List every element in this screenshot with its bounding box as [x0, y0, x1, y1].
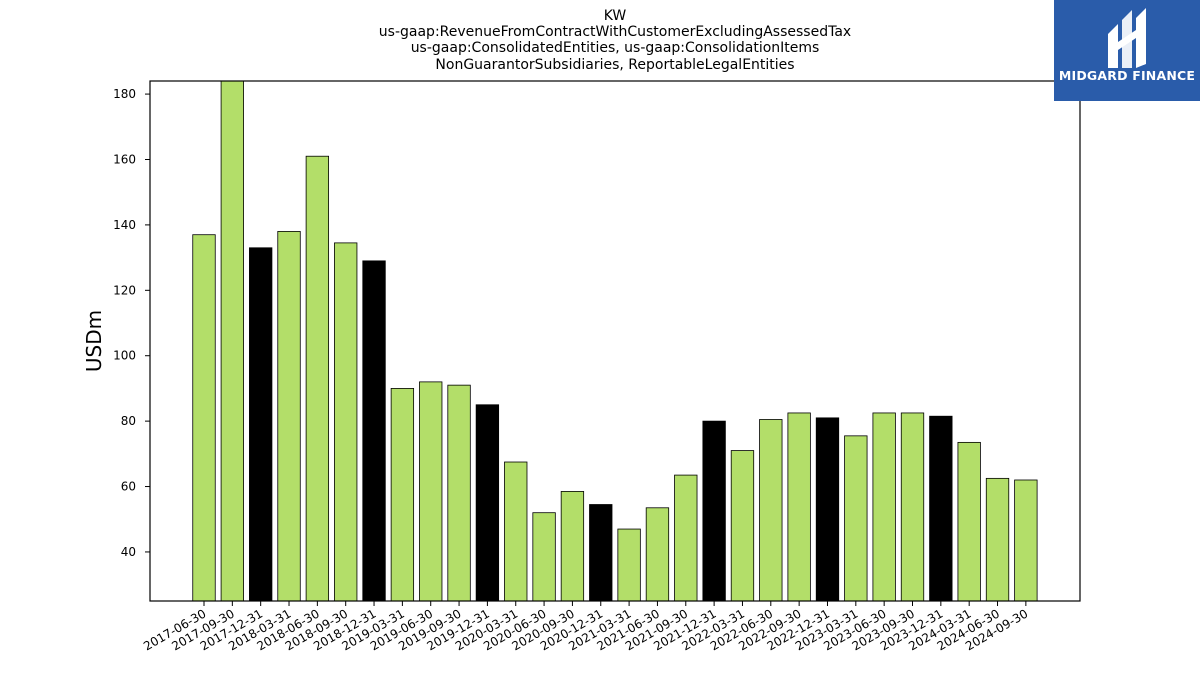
title-line-4: NonGuarantorSubsidiaries, ReportableLega…	[435, 57, 794, 73]
bar-2020-12-31	[589, 504, 613, 602]
bar-2019-12-31	[475, 404, 500, 602]
title-line-1: KW	[604, 8, 627, 24]
bar-2018-03-31	[277, 231, 301, 602]
bar-2021-09-30	[674, 474, 698, 602]
bar-2024-06-30	[985, 477, 1010, 602]
bar-2019-06-30	[419, 381, 443, 602]
bar-2022-03-31	[730, 450, 755, 602]
title-line-3: us-gaap:ConsolidatedEntities, us-gaap:Co…	[411, 40, 820, 56]
bar-2021-12-31	[702, 420, 726, 602]
bar-2020-09-30	[560, 491, 585, 602]
chart-title: KW us-gaap:RevenueFromContractWithCustom…	[379, 8, 851, 73]
bar-2024-03-31	[957, 441, 981, 602]
midgard-finance-logo: MIDGARD FINANCE	[1054, 0, 1200, 101]
bar-2023-12-31	[929, 415, 953, 602]
y-tick-label: 120	[113, 283, 136, 297]
bar-2023-06-30	[872, 412, 896, 602]
bar-2020-06-30	[532, 512, 556, 602]
bar-2021-06-30	[645, 507, 670, 602]
bar-2021-03-31	[617, 528, 641, 602]
midgard-logo-icon	[1108, 8, 1146, 68]
plot-frame	[149, 80, 1081, 602]
bar-2018-06-30	[305, 155, 330, 602]
bar-2022-12-31	[815, 417, 840, 602]
bar-2017-12-31	[249, 247, 273, 602]
bar-2018-09-30	[334, 242, 358, 602]
y-tick-label: 140	[113, 218, 136, 232]
y-tick-label: 100	[113, 349, 136, 363]
logo-text: MIDGARD FINANCE	[1058, 68, 1196, 83]
bar-2017-09-30	[220, 80, 244, 602]
y-axis-label: USDm	[82, 310, 106, 372]
title-line-2: us-gaap:RevenueFromContractWithCustomerE…	[379, 24, 851, 40]
bar-2024-09-30	[1014, 479, 1038, 602]
bar-2023-09-30	[900, 412, 925, 602]
bar-2022-09-30	[787, 412, 811, 602]
y-tick-label: 160	[113, 152, 136, 166]
y-tick-label: 40	[121, 545, 136, 559]
bar-2018-12-31	[362, 260, 386, 602]
y-tick-label: 180	[113, 87, 136, 101]
y-tick-label: 60	[121, 480, 136, 494]
bar-2020-03-31	[504, 461, 528, 602]
bar-2023-03-31	[844, 435, 868, 602]
bar-2019-09-30	[447, 384, 471, 602]
y-tick-label: 80	[121, 414, 136, 428]
bar-2022-06-30	[759, 419, 783, 602]
bar-2019-03-31	[390, 388, 415, 602]
bar-2017-06-30	[192, 234, 216, 602]
